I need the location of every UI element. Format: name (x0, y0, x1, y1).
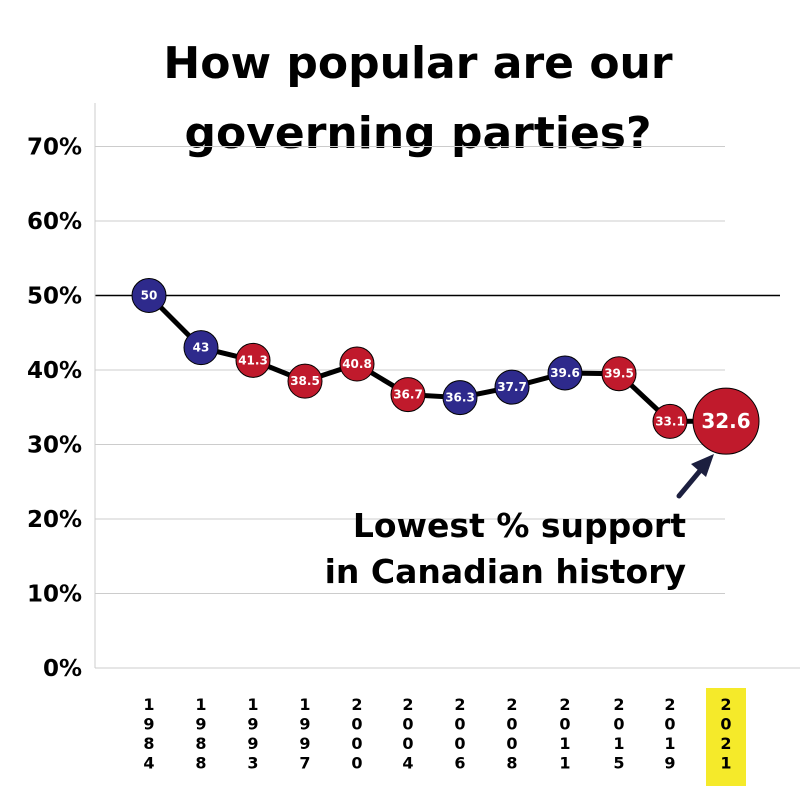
x-axis-tick-labels: 1 9 8 4 1 9 8 8 1 9 9 3 1 9 9 7 2 0 0 0 2 0 0 4 2 0 0 6 2 0 0 8 2 0 1 1 2 0 1 5… (143, 688, 746, 786)
data-point-marker (390, 377, 426, 413)
data-label: 36.7 (393, 388, 423, 402)
annotation-arrow-icon (676, 454, 714, 499)
data-label: 33.1 (655, 414, 685, 428)
series-line-layer (147, 293, 727, 424)
data-label: 38.5 (290, 374, 320, 388)
data-point: 36.7 (390, 377, 426, 413)
data-point-marker (183, 330, 219, 366)
annotation-line-1: Lowest % support (353, 506, 686, 545)
y-axis-tick-labels: 0% 10% 20% 30% 40% 50% 60% 70% (27, 135, 82, 683)
data-point: 43 (183, 330, 219, 366)
data-label: 36.3 (445, 391, 475, 405)
data-point: 32.6 (692, 387, 760, 455)
y-tick-label: 40% (27, 358, 82, 384)
data-point: 39.6 (547, 355, 583, 391)
data-label: 50 (141, 289, 158, 303)
data-label: 40.8 (342, 357, 372, 371)
y-tick-label: 30% (27, 433, 82, 459)
data-point: 38.5 (287, 363, 323, 399)
data-point-marker (339, 346, 375, 382)
y-tick-label: 10% (27, 582, 82, 608)
data-point: 37.7 (494, 369, 530, 405)
data-point-marker (652, 403, 688, 439)
data-point: 41.3 (235, 342, 271, 378)
data-label: 41.3 (238, 353, 268, 367)
data-label: 43 (193, 341, 210, 355)
axes (94, 103, 800, 669)
y-tick-label: 0% (43, 656, 82, 682)
chart-title-line-1: How popular are our (163, 38, 672, 89)
annotation-line-2: in Canadian history (325, 552, 686, 591)
series-line (147, 293, 727, 424)
data-label: 39.6 (550, 366, 580, 380)
data-point-marker (235, 342, 271, 378)
data-point-marker (601, 356, 637, 392)
chart-title-line-2: governing parties? (184, 108, 651, 159)
data-point: 39.5 (601, 356, 637, 392)
data-point-marker (442, 380, 478, 416)
data-point: 40.8 (339, 346, 375, 382)
y-tick-label: 60% (27, 209, 82, 235)
data-point-marker (287, 363, 323, 399)
y-tick-label: 70% (27, 135, 82, 161)
chart-title: How popular are our governing parties? (163, 38, 672, 159)
data-label: 39.5 (604, 367, 634, 381)
data-point-marker (494, 369, 530, 405)
y-tick-label: 50% (27, 284, 82, 310)
data-label: 32.6 (701, 409, 750, 433)
y-tick-label: 20% (27, 507, 82, 533)
data-point: 36.3 (442, 380, 478, 416)
annotation: Lowest % support in Canadian history (325, 454, 714, 591)
data-point-marker (547, 355, 583, 391)
data-point: 50 (131, 278, 167, 313)
highlight-box (706, 688, 746, 786)
data-point-marker (131, 278, 167, 313)
grid-lines (95, 146, 780, 594)
data-points: 50 43 41.3 38.5 40.8 36.7 36.3 37.7 39.6 39.5 33.1… (131, 278, 760, 455)
data-label: 37.7 (497, 380, 527, 394)
data-point: 33.1 (652, 403, 688, 439)
data-point-marker (692, 387, 760, 455)
